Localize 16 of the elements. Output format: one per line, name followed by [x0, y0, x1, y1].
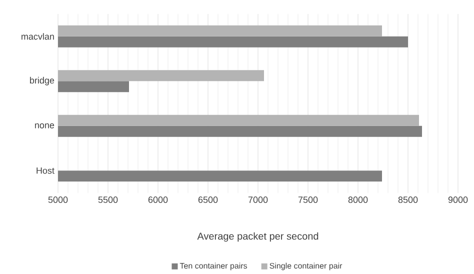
- legend-label: Single container pair: [270, 262, 342, 270]
- y-tick-label: none: [35, 123, 54, 128]
- y-tick-label: bridge: [30, 76, 54, 86]
- y-tick-label: Host: [36, 167, 54, 174]
- x-tick-label: 5500: [98, 196, 118, 203]
- x-axis-title: Average packet per second: [197, 232, 318, 242]
- x-tick-label: 8500: [398, 196, 418, 203]
- legend-label: Ten container pairs: [180, 262, 248, 270]
- x-tick-label: 6000: [148, 196, 168, 203]
- x-tick-label: 7500: [298, 196, 318, 203]
- x-tick-label: 8000: [348, 196, 368, 203]
- x-tick-label: 5000: [48, 196, 68, 203]
- x-tick-label: 7000: [248, 196, 268, 203]
- x-tick-label: 9000: [448, 196, 468, 203]
- x-tick-label: 6500: [198, 196, 218, 203]
- y-tick-label: macvlan: [22, 33, 54, 40]
